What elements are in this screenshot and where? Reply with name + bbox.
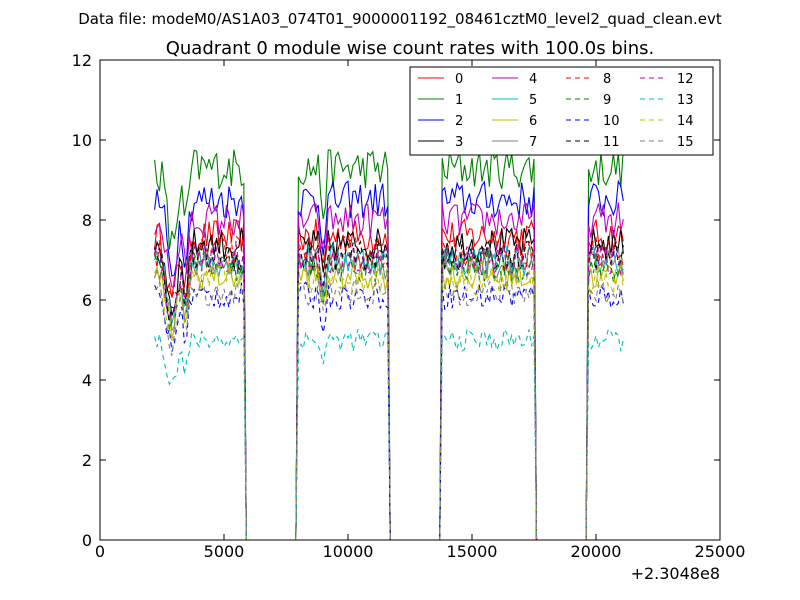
legend-label-4: 4 bbox=[529, 72, 537, 87]
legend-label-1: 1 bbox=[455, 93, 463, 108]
y-tick-label: 6 bbox=[82, 291, 92, 310]
series-line-8 bbox=[154, 234, 624, 541]
legend-label-11: 11 bbox=[603, 135, 620, 150]
series-line-15 bbox=[154, 276, 624, 541]
legend-box bbox=[409, 66, 714, 156]
x-tick-label: 10000 bbox=[323, 542, 374, 561]
x-tick-label: 20000 bbox=[571, 542, 622, 561]
legend-label-14: 14 bbox=[677, 114, 694, 129]
legend-label-8: 8 bbox=[603, 72, 611, 87]
legend-label-15: 15 bbox=[677, 135, 694, 150]
y-tick-label: 12 bbox=[72, 51, 92, 70]
legend-label-9: 9 bbox=[603, 93, 611, 108]
x-tick-label: 0 bbox=[95, 542, 105, 561]
legend-label-6: 6 bbox=[529, 114, 537, 129]
series-line-10 bbox=[154, 281, 624, 541]
series-line-12 bbox=[154, 244, 624, 541]
y-tick-label: 2 bbox=[82, 451, 92, 470]
chart-title: Quadrant 0 module wise count rates with … bbox=[166, 38, 655, 59]
x-tick-label: 15000 bbox=[447, 542, 498, 561]
legend-label-13: 13 bbox=[677, 93, 694, 108]
legend-label-3: 3 bbox=[455, 135, 463, 150]
y-tick-label: 0 bbox=[82, 531, 92, 550]
plot-lines bbox=[154, 148, 624, 541]
legend-label-7: 7 bbox=[529, 135, 537, 150]
x-tick-label: 25000 bbox=[695, 542, 746, 561]
legend-label-12: 12 bbox=[677, 72, 694, 87]
legend-label-2: 2 bbox=[455, 114, 463, 129]
x-tick-label: 5000 bbox=[204, 542, 245, 561]
legend-label-0: 0 bbox=[455, 72, 463, 87]
y-tick-label: 10 bbox=[72, 131, 92, 150]
y-tick-label: 4 bbox=[82, 371, 92, 390]
legend-label-5: 5 bbox=[529, 93, 537, 108]
plot-frame bbox=[99, 59, 721, 541]
x-offset-label: +2.3048e8 bbox=[631, 564, 720, 583]
legend-label-10: 10 bbox=[603, 114, 620, 129]
data-file-title: Data file: modeM0/AS1A03_074T01_90000011… bbox=[78, 10, 722, 29]
series-line-14 bbox=[154, 264, 624, 541]
y-tick-label: 8 bbox=[82, 211, 92, 230]
